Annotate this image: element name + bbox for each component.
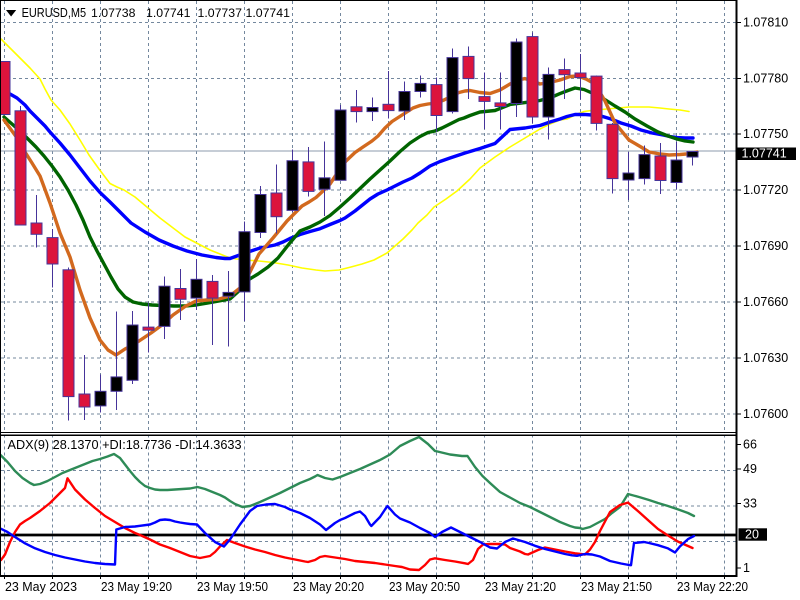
svg-text:1.07750: 1.07750	[743, 127, 788, 141]
svg-text:1.07741: 1.07741	[742, 147, 787, 161]
svg-text:20: 20	[745, 528, 759, 542]
svg-text:1.07630: 1.07630	[743, 351, 788, 365]
svg-text:23 May 19:50: 23 May 19:50	[197, 580, 268, 594]
svg-text:23 May 20:20: 23 May 20:20	[293, 580, 364, 594]
svg-text:1.07660: 1.07660	[743, 295, 788, 309]
svg-text:1.07741: 1.07741	[146, 6, 191, 20]
svg-text:1: 1	[743, 561, 750, 575]
svg-text:23 May 21:50: 23 May 21:50	[581, 580, 652, 594]
svg-text:49: 49	[743, 462, 757, 476]
svg-text:ADX(9) 28.1370 +DI:18.7736 -DI: ADX(9) 28.1370 +DI:18.7736 -DI:14.3633	[8, 438, 242, 452]
svg-text:23 May 21:20: 23 May 21:20	[485, 580, 556, 594]
svg-text:1.07810: 1.07810	[743, 15, 788, 29]
svg-text:1.07720: 1.07720	[743, 183, 788, 197]
svg-text:1.07741: 1.07741	[246, 6, 291, 20]
svg-text:1.07690: 1.07690	[743, 239, 788, 253]
svg-text:1.07737: 1.07737	[198, 6, 243, 20]
svg-text:23 May 20:50: 23 May 20:50	[389, 580, 460, 594]
svg-text:23 May 22:20: 23 May 22:20	[677, 580, 748, 594]
svg-text:1.07780: 1.07780	[743, 71, 788, 85]
svg-text:1.07738: 1.07738	[91, 6, 136, 20]
svg-text:66: 66	[743, 437, 757, 451]
svg-text:1.07600: 1.07600	[743, 407, 788, 421]
svg-text:23 May 19:20: 23 May 19:20	[101, 580, 172, 594]
svg-text:23 May 2023: 23 May 2023	[5, 580, 77, 594]
svg-text:33: 33	[743, 497, 757, 511]
svg-text:EURUSD,M5: EURUSD,M5	[22, 6, 87, 20]
